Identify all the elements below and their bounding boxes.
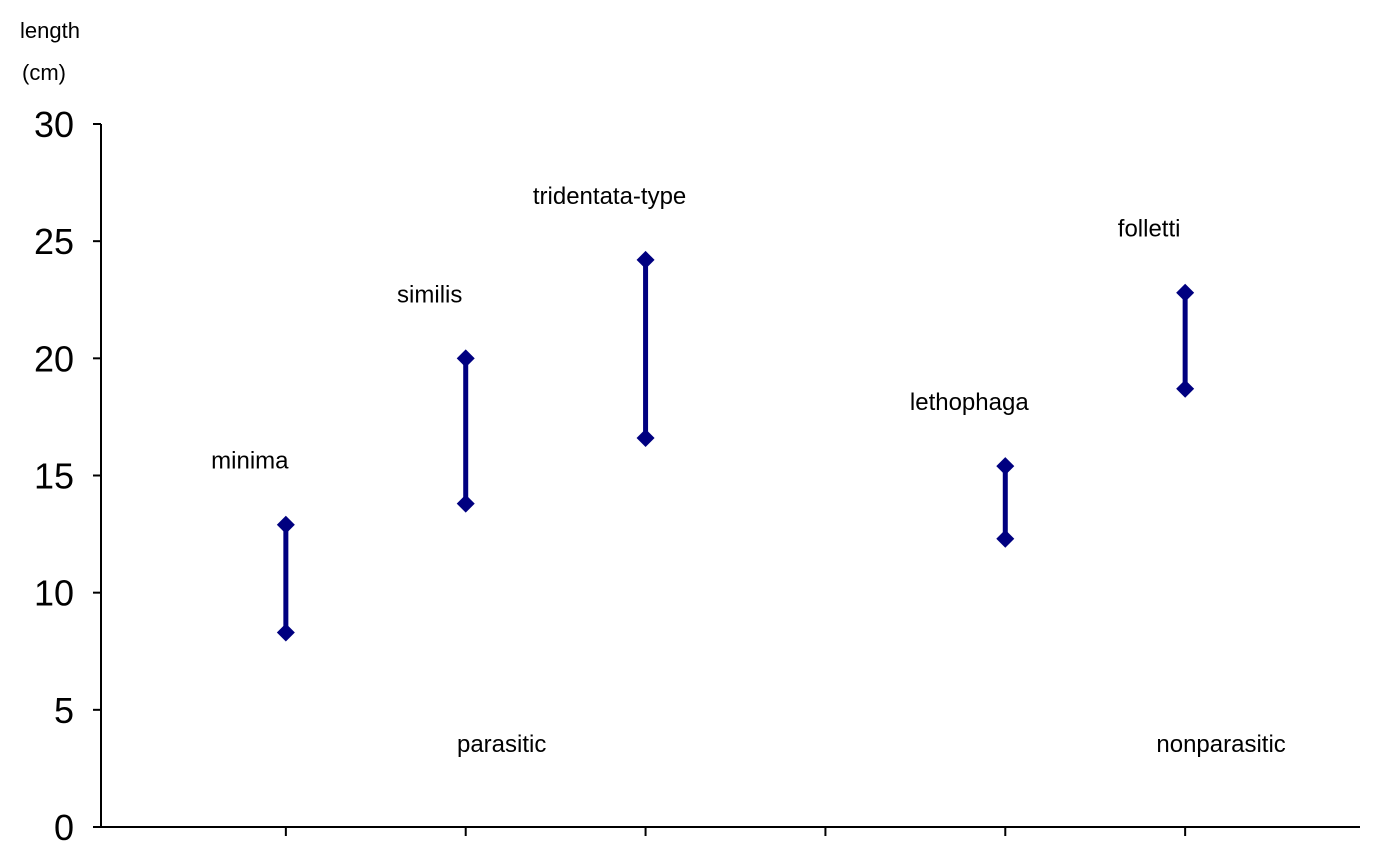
annotations: parasitic nonparasitic [457, 731, 1286, 758]
low-marker [276, 623, 295, 642]
high-marker [1176, 283, 1195, 302]
y-axis-label: length (cm) [20, 18, 80, 85]
low-marker [456, 494, 475, 513]
low-marker [636, 429, 655, 448]
y-axis-label-line-1: length [20, 18, 80, 43]
group-annotation: nonparasitic [1156, 731, 1285, 758]
high-marker [996, 457, 1015, 476]
group-annotation: parasitic [457, 731, 546, 758]
y-tick-label: 0 [54, 807, 74, 848]
species-label: tridentata-type [533, 183, 686, 210]
high-marker [276, 515, 295, 534]
y-tick-label: 30 [34, 104, 74, 145]
y-tick-label: 10 [34, 573, 74, 614]
y-ticks: 0 5 10 15 20 25 30 [34, 104, 101, 848]
range-minima: minima [211, 448, 295, 642]
range-similis: similis [397, 281, 475, 513]
low-marker [996, 529, 1015, 548]
range-folletti: folletti [1118, 216, 1195, 398]
y-axis-label-line-2: (cm) [22, 60, 66, 85]
species-label: lethophaga [910, 389, 1029, 416]
species-label: folletti [1118, 216, 1181, 243]
high-marker [636, 250, 655, 269]
range-tridentata-type: tridentata-type [533, 183, 686, 448]
series-group: minima similis tridentata-type lethophaga fo… [211, 183, 1195, 642]
y-tick-label: 20 [34, 338, 74, 379]
x-ticks [284, 827, 1187, 836]
range-lethophaga: lethophaga [910, 389, 1029, 548]
species-label: minima [211, 448, 289, 475]
species-label: similis [397, 281, 462, 308]
y-tick-label: 5 [54, 690, 74, 731]
y-tick-label: 15 [34, 456, 74, 497]
high-marker [456, 349, 475, 368]
y-tick-label: 25 [34, 221, 74, 262]
low-marker [1176, 379, 1195, 398]
